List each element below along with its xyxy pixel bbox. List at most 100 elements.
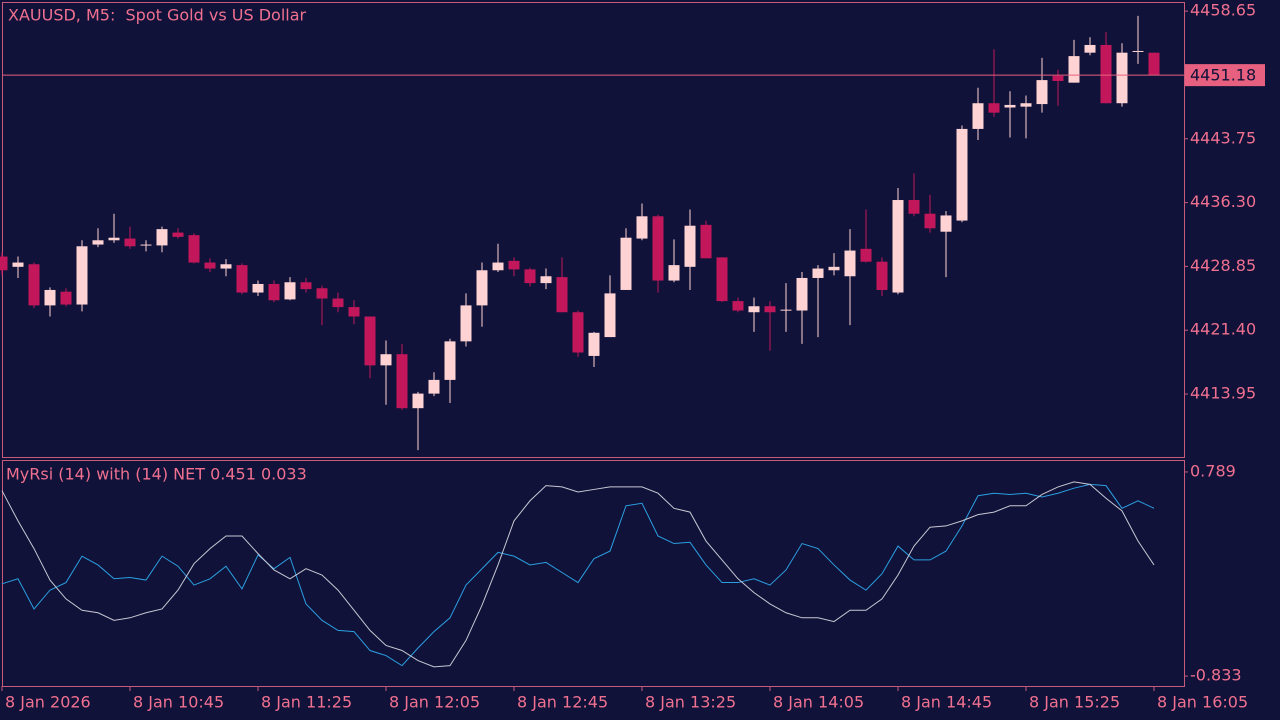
candle-body	[348, 307, 360, 317]
candle-body	[844, 250, 856, 277]
candle-body	[332, 298, 344, 308]
x-tick-label: 8 Jan 11:25	[261, 693, 352, 712]
candle-body	[460, 305, 472, 342]
x-tick-label: 8 Jan 10:45	[133, 693, 224, 712]
candle-body	[444, 341, 456, 380]
candle-body	[60, 291, 72, 305]
candle-body	[156, 229, 168, 246]
candle-body	[268, 283, 280, 301]
x-tick-label: 8 Jan 15:25	[1029, 693, 1120, 712]
candle-body	[588, 332, 600, 356]
candle-body	[1148, 52, 1160, 76]
candle-body	[860, 248, 872, 262]
candle-body	[44, 289, 56, 306]
candle-body	[284, 282, 296, 300]
candle-body	[988, 103, 1000, 113]
candle-body	[300, 282, 312, 290]
indicator-title: MyRsi (14) with (14) NET 0.451 0.033	[6, 465, 307, 484]
candle-body	[556, 277, 568, 313]
candle-body	[220, 264, 232, 269]
candle-body	[476, 270, 488, 306]
x-tick-label: 8 Jan 13:25	[645, 693, 736, 712]
x-tick-label: 8 Jan 2026	[5, 693, 91, 712]
x-tick-label: 8 Jan 14:05	[773, 693, 864, 712]
indicator-panel-frame	[2, 460, 1185, 687]
candle-body	[876, 261, 888, 290]
candle-body	[12, 262, 24, 267]
x-tick-label: 8 Jan 16:05	[1157, 693, 1248, 712]
candle-body	[492, 262, 504, 271]
candle-body	[412, 393, 424, 409]
candle-body	[812, 268, 824, 278]
candle-body	[252, 283, 264, 293]
y-tick-label: 4443.75	[1190, 128, 1256, 147]
candle-body	[108, 237, 120, 241]
candle-body	[396, 354, 408, 409]
candle-body	[172, 232, 184, 237]
candle-body	[572, 312, 584, 353]
candle-body	[380, 354, 392, 366]
candle-body	[604, 293, 616, 338]
y-tick-label: 4458.65	[1190, 1, 1256, 20]
indicator-line	[1, 481, 1155, 668]
candle-body	[124, 238, 136, 247]
candle-body	[1020, 103, 1032, 107]
candle-body	[796, 277, 808, 311]
candle-body	[204, 262, 216, 269]
main-panel-frame	[2, 2, 1185, 458]
candle-body	[956, 128, 968, 221]
candle-body	[764, 306, 776, 313]
indicator-line	[1, 483, 1155, 667]
candle-body	[892, 200, 904, 293]
candle-body	[716, 257, 728, 302]
candle-body	[732, 301, 744, 311]
x-tick-label: 8 Jan 12:05	[389, 693, 480, 712]
candle-body	[924, 213, 936, 229]
x-tick-label: 8 Jan 14:45	[901, 693, 992, 712]
y-tick-label: 0.789	[1190, 461, 1236, 480]
candle-body	[28, 264, 40, 306]
candle-body	[828, 266, 840, 271]
candle-body	[620, 237, 632, 290]
last-price-box	[1185, 64, 1265, 87]
candle-body	[1052, 75, 1064, 81]
candle-body	[316, 288, 328, 299]
candle-body	[1004, 104, 1016, 108]
candle-body	[1084, 44, 1096, 53]
candle-body	[940, 215, 952, 232]
candle-body	[652, 216, 664, 281]
candle-body	[636, 216, 648, 239]
candle-body	[188, 235, 200, 263]
candle-body	[428, 379, 440, 394]
candle-body	[76, 246, 88, 305]
y-tick-label: 4421.40	[1190, 320, 1256, 339]
candle-body	[1100, 44, 1112, 104]
candle-body	[700, 224, 712, 259]
chart-title: XAUUSD, M5: Spot Gold vs US Dollar	[8, 6, 307, 25]
candle-body	[140, 244, 152, 246]
candle-body	[780, 309, 792, 311]
candle-body	[1132, 50, 1144, 52]
candle-body	[668, 265, 680, 281]
y-tick-label: 4413.95	[1190, 384, 1256, 403]
candle-body	[364, 316, 376, 366]
candle-body	[0, 256, 8, 271]
candle-body	[236, 265, 248, 293]
candle-body	[508, 260, 520, 270]
x-tick-label: 8 Jan 12:45	[517, 693, 608, 712]
candle-body	[748, 306, 760, 313]
candle-body	[1116, 52, 1128, 104]
candle-body	[1036, 80, 1048, 105]
candle-body	[972, 103, 984, 129]
y-tick-label: 4428.85	[1190, 256, 1256, 275]
candle-body	[908, 200, 920, 214]
last-price-label: 4451.18	[1190, 66, 1256, 85]
candle-body	[1068, 56, 1080, 83]
candle-body	[540, 276, 552, 284]
candle-body	[524, 269, 536, 284]
candle-body	[92, 240, 104, 245]
candle-body	[684, 225, 696, 267]
y-tick-label: 4436.30	[1190, 192, 1256, 211]
